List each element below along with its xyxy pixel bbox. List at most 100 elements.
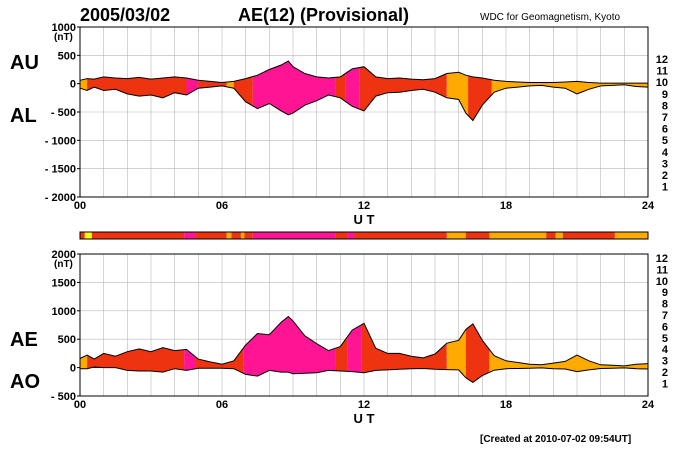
legend-count-2: 2 [662,170,668,182]
y-tick-label: 2000 [52,249,76,261]
legend-count-1: 1 [662,378,668,390]
legend-count-6: 6 [662,124,668,136]
count-bar-segment [335,232,348,239]
legend-count-4: 4 [662,147,669,159]
x-tick-label: 00 [74,200,86,212]
series-line-ae [79,315,649,367]
count-bar-frame [79,231,649,240]
ae-ao-y-ticks: 2000 1500 1000 500 0 - 500 [51,249,80,403]
ae-ao-x-ticks: 00 06 12 18 24 [74,399,655,411]
ae-ao-fill [80,316,648,383]
au-al-lines [79,60,649,122]
source-label: WDC for Geomagnetism, Kyoto [480,12,620,23]
count-bar-segment [244,232,253,239]
x-tick-label: 18 [500,200,512,212]
legend-count-11: 11 [656,66,668,78]
count-bar-segment [240,232,245,239]
y-tick-label: 500 [58,50,76,62]
ae-ao-lines [79,315,649,384]
legend-count-3: 3 [662,356,668,368]
station-count-bar [79,231,649,240]
series-line-al [79,84,649,122]
ao-label: AO [10,371,40,393]
x-tick-label: 06 [216,399,228,411]
area-fill-block [198,80,227,89]
area-fill-block [87,76,187,98]
count-bar-segment [354,232,447,239]
legend-count-12: 12 [656,54,668,66]
count-bar-segment [614,232,648,239]
area-fill-block [446,72,469,116]
y-tick-label: 0 [70,363,76,375]
au-al-unit-label: (nT) [54,32,73,43]
area-fill-block [243,316,336,377]
count-bar-segment [91,232,185,239]
area-fill-block [489,349,648,373]
y-tick-label: - 2000 [45,192,76,204]
count-bar-segment [562,232,615,239]
y-tick-label: 0 [70,79,76,91]
count-bar-segment [489,232,547,239]
legend-count-1: 1 [662,182,668,194]
area-fill-block [80,78,88,91]
legend-count-6: 6 [662,321,668,333]
legend-count-8: 8 [662,299,668,311]
y-tick-label: - 500 [51,391,76,403]
count-bar-segment [347,232,355,239]
legend-count-8: 8 [662,100,668,112]
y-tick-label: 500 [58,334,76,346]
x-tick-label: 18 [500,399,512,411]
legend-count-4: 4 [662,344,669,356]
count-bar-segment [446,232,466,239]
count-bar-segment [226,232,232,239]
legend-count-10: 10 [656,276,668,288]
legend-count-12: 12 [656,253,668,265]
legend-count-10: 10 [656,77,668,89]
area-fill-block [347,324,362,373]
count-bar-segment [84,232,92,239]
legend-count-5: 5 [662,135,668,147]
legend-count-11: 11 [656,264,668,276]
count-bar-segment [465,232,490,239]
count-bar-segment [252,232,336,239]
count-bar-segment [231,232,241,239]
count-bar-segment [546,232,556,239]
x-tick-label: 06 [216,200,228,212]
legend-count-7: 7 [662,112,668,124]
y-tick-label: 1000 [52,306,76,318]
legend-count-3: 3 [662,158,668,170]
legend-count-5: 5 [662,333,668,345]
x-tick-label: 24 [642,399,655,411]
y-tick-label: - 1000 [45,135,76,147]
created-label: [Created at 2010-07-02 09:54UT] [480,434,631,445]
ae-ao-frame [79,253,649,397]
area-fill-block [335,73,346,102]
area-fill-block [345,67,360,110]
legend-count-9: 9 [662,287,668,299]
area-fill-block [233,76,253,106]
ae-ao-unit-label: (nT) [54,259,73,270]
legend-count-2: 2 [662,367,668,379]
area-fill-block [335,336,348,372]
series-line-ao [80,366,649,384]
count-bar-segment [195,232,227,239]
au-al-y-ticks: 1000 500 0 - 500 - 1000 - 1500 - 2000 [45,22,80,204]
au-al-grid [79,26,649,198]
area-fill-block [226,81,234,89]
area-fill-block [446,329,466,378]
x-tick-label: 00 [74,399,86,411]
au-al-x-axis-label: U T [354,212,375,227]
series-line-au [79,60,648,84]
x-tick-label: 12 [358,399,370,411]
ae-label: AE [10,329,38,351]
figure-title: AE(12) (Provisional) [238,5,409,25]
au-al-x-ticks: 00 06 12 18 24 [74,200,655,212]
area-fill-block [252,61,336,115]
count-bar-segment [184,232,196,239]
count-bar-segment [80,232,85,239]
count-bar-segment [555,232,563,239]
